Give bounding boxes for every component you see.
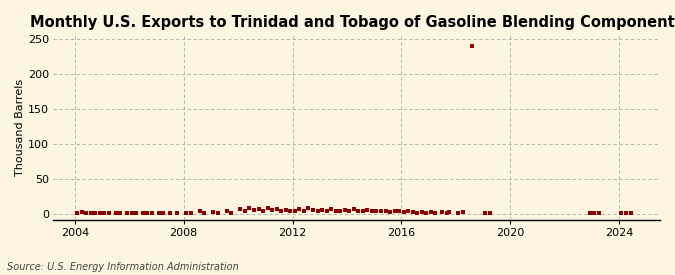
Point — [330, 208, 341, 213]
Point — [412, 210, 423, 215]
Point — [146, 211, 157, 216]
Point — [294, 207, 305, 211]
Point — [171, 211, 182, 216]
Point — [262, 206, 273, 211]
Point — [221, 209, 232, 213]
Point — [115, 210, 126, 215]
Point — [131, 211, 142, 216]
Point — [616, 210, 627, 215]
Point — [194, 208, 205, 213]
Point — [317, 208, 327, 212]
Point — [593, 211, 604, 216]
Point — [76, 210, 87, 214]
Point — [244, 206, 255, 211]
Point — [398, 210, 409, 214]
Point — [208, 210, 219, 214]
Point — [99, 211, 110, 216]
Point — [153, 210, 164, 215]
Point — [620, 211, 631, 216]
Point — [122, 211, 132, 216]
Y-axis label: Thousand Barrels: Thousand Barrels — [15, 79, 25, 176]
Point — [213, 210, 223, 215]
Point — [226, 210, 237, 215]
Point — [430, 210, 441, 215]
Point — [72, 210, 82, 215]
Point — [298, 208, 309, 213]
Point — [303, 206, 314, 211]
Point — [403, 209, 414, 213]
Point — [367, 209, 377, 213]
Point — [326, 207, 337, 211]
Point — [248, 208, 259, 212]
Point — [158, 211, 169, 216]
Point — [90, 211, 101, 216]
Point — [441, 210, 452, 215]
Point — [443, 210, 454, 214]
Point — [290, 208, 300, 213]
Point — [312, 209, 323, 213]
Point — [85, 210, 96, 215]
Point — [95, 210, 105, 215]
Point — [81, 211, 92, 216]
Point — [437, 210, 448, 214]
Point — [371, 208, 382, 213]
Point — [276, 208, 287, 213]
Point — [267, 208, 277, 212]
Title: Monthly U.S. Exports to Trinidad and Tobago of Gasoline Blending Components: Monthly U.S. Exports to Trinidad and Tob… — [30, 15, 675, 30]
Point — [466, 44, 477, 48]
Point — [126, 210, 137, 215]
Point — [625, 210, 636, 215]
Point — [362, 208, 373, 212]
Text: Source: U.S. Energy Information Administration: Source: U.S. Energy Information Administ… — [7, 262, 238, 272]
Point — [240, 208, 250, 213]
Point — [285, 209, 296, 213]
Point — [138, 210, 148, 215]
Point — [389, 209, 400, 213]
Point — [271, 207, 282, 211]
Point — [375, 209, 386, 213]
Point — [181, 210, 192, 215]
Point — [385, 210, 396, 214]
Point — [585, 211, 595, 216]
Point — [421, 210, 432, 215]
Point — [453, 210, 464, 215]
Point — [142, 211, 153, 216]
Point — [394, 208, 404, 213]
Point — [103, 210, 114, 215]
Point — [253, 207, 264, 211]
Point — [425, 210, 436, 214]
Point — [335, 209, 346, 213]
Point — [457, 210, 468, 214]
Point — [408, 210, 418, 214]
Point — [353, 208, 364, 213]
Point — [358, 209, 369, 213]
Point — [258, 208, 269, 213]
Point — [344, 208, 354, 213]
Point — [198, 210, 209, 215]
Point — [416, 210, 427, 214]
Point — [480, 210, 491, 215]
Point — [321, 208, 332, 213]
Point — [380, 208, 391, 213]
Point — [485, 211, 495, 216]
Point — [589, 210, 599, 215]
Point — [185, 211, 196, 216]
Point — [308, 208, 319, 212]
Point — [340, 208, 350, 212]
Point — [280, 208, 291, 212]
Point — [348, 207, 359, 211]
Point — [165, 210, 176, 215]
Point — [235, 207, 246, 211]
Point — [110, 211, 121, 216]
